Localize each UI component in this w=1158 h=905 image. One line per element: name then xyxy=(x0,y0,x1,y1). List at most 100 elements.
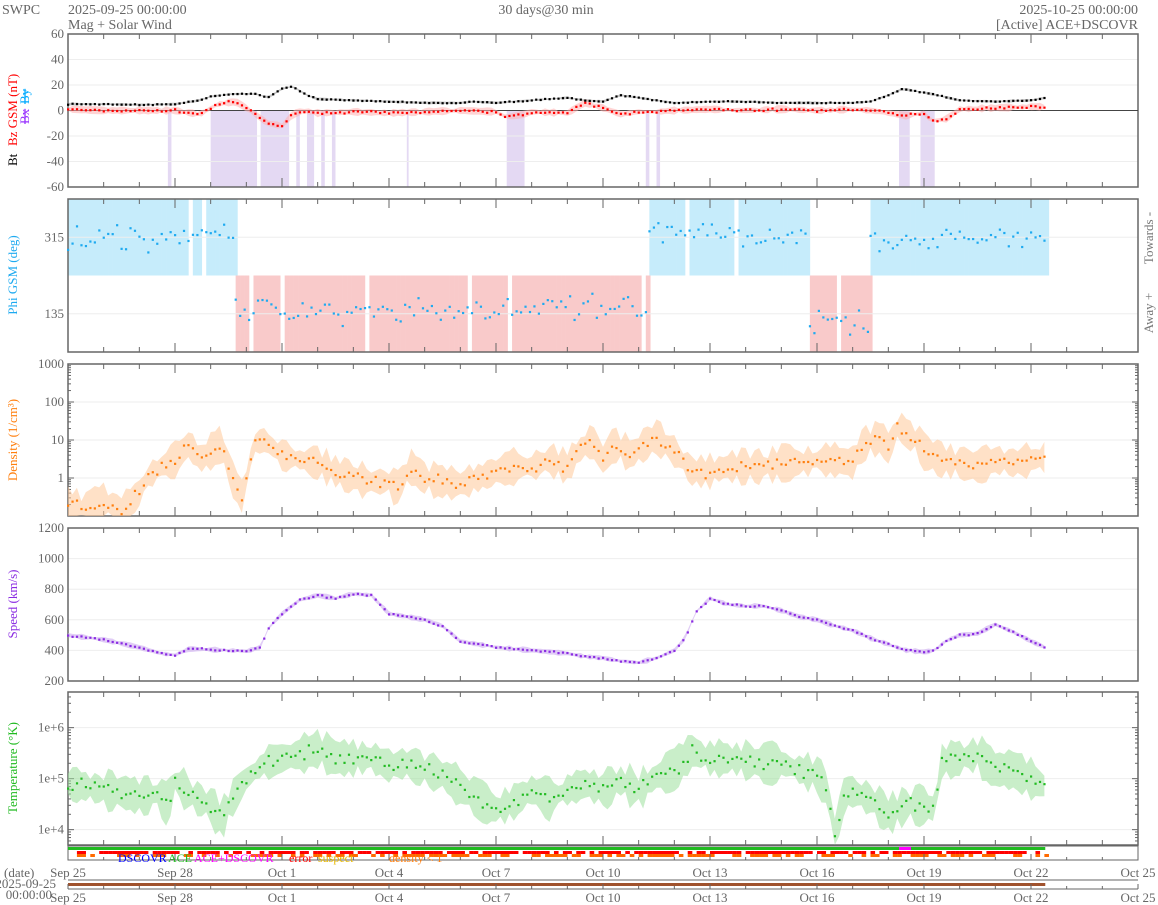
bz-data-point xyxy=(231,101,235,104)
temperature-data-point xyxy=(695,751,698,754)
speed-data-point xyxy=(352,593,355,596)
phi-data-point xyxy=(817,309,820,312)
density-data-point xyxy=(994,460,997,464)
phi-data-point xyxy=(1043,239,1046,242)
bt-data-point xyxy=(102,102,105,106)
bz-data-point xyxy=(824,109,828,112)
phi-data-point xyxy=(715,232,718,235)
bz-data-point xyxy=(570,108,573,112)
bt-data-point xyxy=(441,102,444,105)
phi-data-point xyxy=(631,305,634,308)
status-error-mark xyxy=(1004,851,1009,854)
bt-data-point xyxy=(682,101,685,104)
temperature-data-point xyxy=(726,761,730,764)
speed-data-point xyxy=(758,604,761,607)
temperature-data-point xyxy=(388,764,391,767)
density-data-point xyxy=(695,468,698,472)
bt-data-point xyxy=(771,101,774,104)
speed-data-point xyxy=(784,610,787,613)
bt-data-point xyxy=(544,97,547,101)
bz-data-point xyxy=(423,111,426,114)
phi-data-point xyxy=(1025,237,1028,240)
temperature-data-point xyxy=(414,766,417,769)
phi-data-point xyxy=(129,227,132,230)
status-density-mark xyxy=(313,854,318,857)
legend-ace: ACE xyxy=(168,851,192,865)
status-error-mark xyxy=(130,851,136,854)
temperature-data-point xyxy=(998,770,1001,773)
density-data-point xyxy=(276,453,279,456)
density-data-point xyxy=(949,457,952,461)
temperature-data-point xyxy=(245,782,248,785)
speed-data-point xyxy=(75,635,79,638)
density-data-point xyxy=(704,477,707,480)
bt-data-point xyxy=(187,100,190,103)
status-density-mark xyxy=(897,854,902,857)
phi-data-point xyxy=(675,233,678,236)
phi-data-point xyxy=(133,229,137,232)
speed-data-point xyxy=(182,650,186,653)
temperature-data-point xyxy=(749,755,752,758)
temperature-data-point xyxy=(561,794,565,797)
speed-data-point xyxy=(816,618,819,621)
temperature-data-point xyxy=(989,761,993,764)
status-error-mark xyxy=(134,851,140,854)
status-error-mark xyxy=(714,851,720,854)
temperature-data-point xyxy=(481,806,484,809)
status-density-mark xyxy=(910,854,916,857)
phi-data-point xyxy=(537,312,540,315)
density-data-point xyxy=(659,444,663,447)
bt-data-point xyxy=(147,103,150,106)
speed-data-point xyxy=(343,595,346,598)
phi-data-point xyxy=(582,302,585,305)
temperature-data-point xyxy=(873,799,877,802)
status-error-mark xyxy=(883,851,889,854)
bt-data-point xyxy=(343,99,346,102)
speed-data-point xyxy=(722,602,725,605)
speed-data-point xyxy=(628,660,631,664)
temperature-data-point xyxy=(856,793,859,796)
density-data-point xyxy=(281,450,284,453)
bz-data-point xyxy=(646,110,649,113)
density-data-point xyxy=(428,478,431,481)
phi-data-point xyxy=(234,298,237,301)
status-density-mark xyxy=(701,854,706,857)
bt-data-point xyxy=(120,103,123,106)
bt-data-point xyxy=(209,95,212,98)
bz-data-point xyxy=(557,111,560,114)
status-density-mark xyxy=(549,854,555,857)
density-data-point xyxy=(976,461,979,464)
temperature-data-point xyxy=(396,766,400,769)
density-data-point xyxy=(334,474,337,477)
status-error-mark xyxy=(290,851,296,854)
bt-data-point xyxy=(704,100,707,103)
density-data-point xyxy=(914,440,917,443)
phi-data-point xyxy=(724,235,727,238)
status-error-mark xyxy=(906,851,911,854)
density-data-point xyxy=(307,457,310,460)
status-error-mark xyxy=(803,851,809,854)
speed-ytick-label: 600 xyxy=(45,612,65,627)
density-data-point xyxy=(847,459,850,463)
bz-data-point xyxy=(124,109,128,112)
temperature-data-point xyxy=(1021,772,1024,776)
bz-data-point xyxy=(802,108,805,111)
phi-data-point xyxy=(363,306,367,310)
bt-data-point xyxy=(539,98,542,102)
bt-data-point xyxy=(802,101,805,105)
phi-data-point xyxy=(670,225,673,228)
density-data-point xyxy=(762,464,765,467)
density-data-point xyxy=(432,480,435,483)
status-error-mark xyxy=(357,851,363,854)
status-density-mark xyxy=(620,854,626,857)
phi-data-point xyxy=(737,229,740,232)
density-data-point xyxy=(561,470,565,473)
bt-data-point xyxy=(258,94,261,97)
temperature-data-point xyxy=(624,785,627,789)
speed-data-point xyxy=(945,639,948,643)
bt-data-point xyxy=(388,100,391,103)
status-density-mark xyxy=(1044,854,1049,857)
status-density-mark xyxy=(464,854,470,857)
bz-data-point xyxy=(980,107,984,110)
